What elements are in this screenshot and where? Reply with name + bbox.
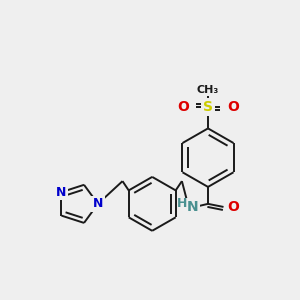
Text: H: H bbox=[177, 197, 188, 210]
Text: N: N bbox=[187, 200, 198, 214]
Text: S: S bbox=[203, 100, 213, 114]
Text: O: O bbox=[177, 100, 189, 114]
Text: O: O bbox=[227, 100, 239, 114]
Text: CH₃: CH₃ bbox=[197, 85, 219, 95]
Text: N: N bbox=[56, 186, 67, 199]
Text: N: N bbox=[93, 197, 103, 210]
Text: O: O bbox=[227, 200, 239, 214]
